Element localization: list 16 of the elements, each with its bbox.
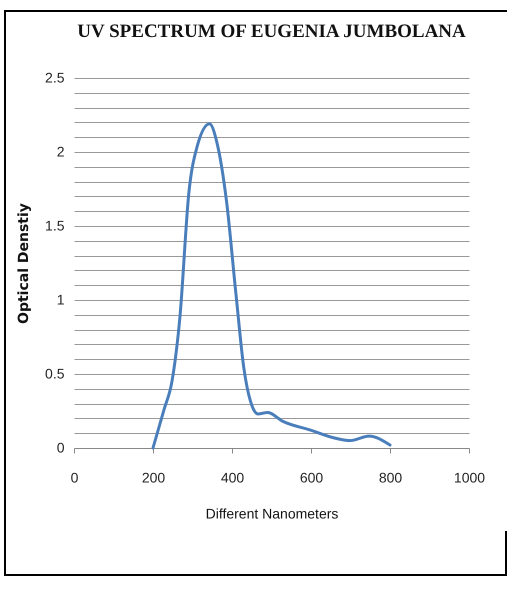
y-tick-label: 1.5 [45,218,65,234]
y-tick-label: 0.5 [45,366,65,382]
chart-title: UV SPECTRUM OF EUGENIA JUMBOLANA [77,21,466,42]
y-tick-label: 1 [56,292,65,308]
y-tick-label: 2.5 [45,70,65,86]
x-tick-label: 400 [220,470,244,486]
line-series [152,122,392,450]
y-tick-label: 2 [56,144,65,160]
y-axis-title: Optical Denstiy [16,203,32,324]
y-tick-label: 0 [56,440,65,456]
x-tick-label: 600 [300,470,324,486]
x-tick-label: 200 [142,470,166,486]
x-axis-title: Different Nanometers [206,506,338,522]
x-tick-label: 0 [70,470,79,486]
x-tick-label: 800 [378,470,402,486]
x-tick-label: 1000 [454,470,486,486]
